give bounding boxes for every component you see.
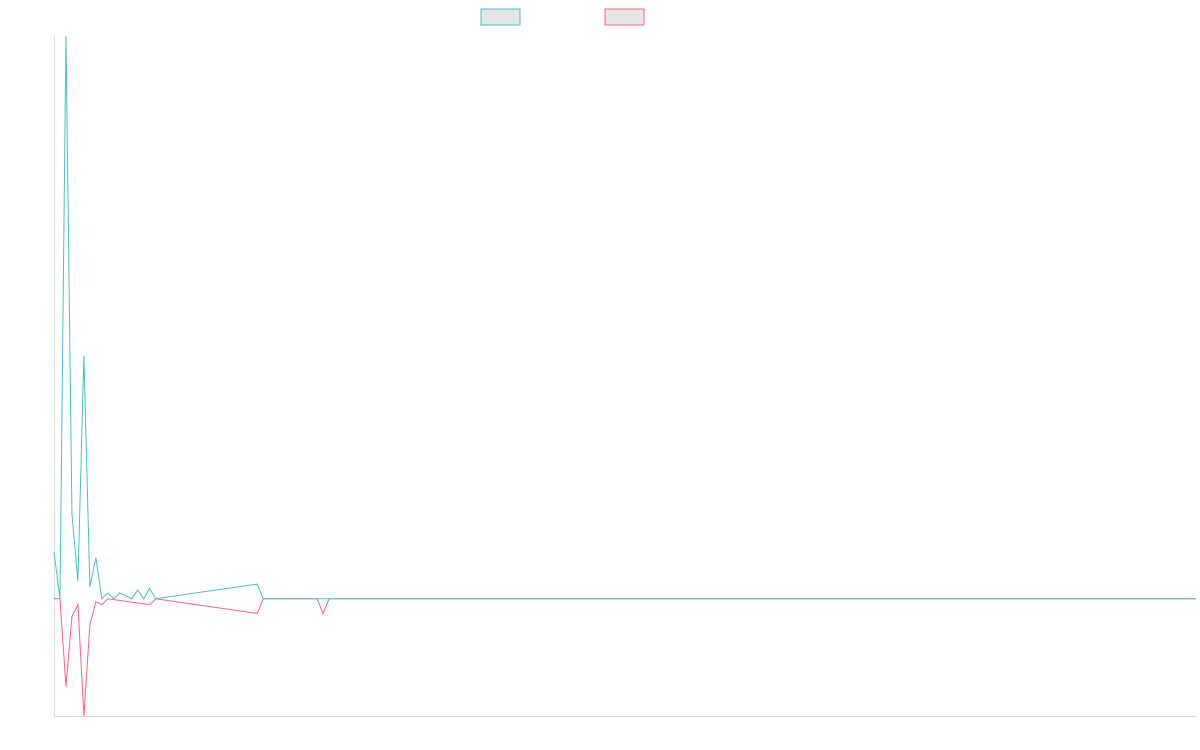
series-layer <box>53 35 1196 717</box>
series-1-line <box>53 35 1196 600</box>
series-2-line <box>54 598 1196 717</box>
plot-area <box>53 35 1196 717</box>
legend[interactable] <box>480 8 645 26</box>
legend-swatch-series-1[interactable] <box>480 8 521 26</box>
legend-swatch-series-2[interactable] <box>604 8 645 26</box>
